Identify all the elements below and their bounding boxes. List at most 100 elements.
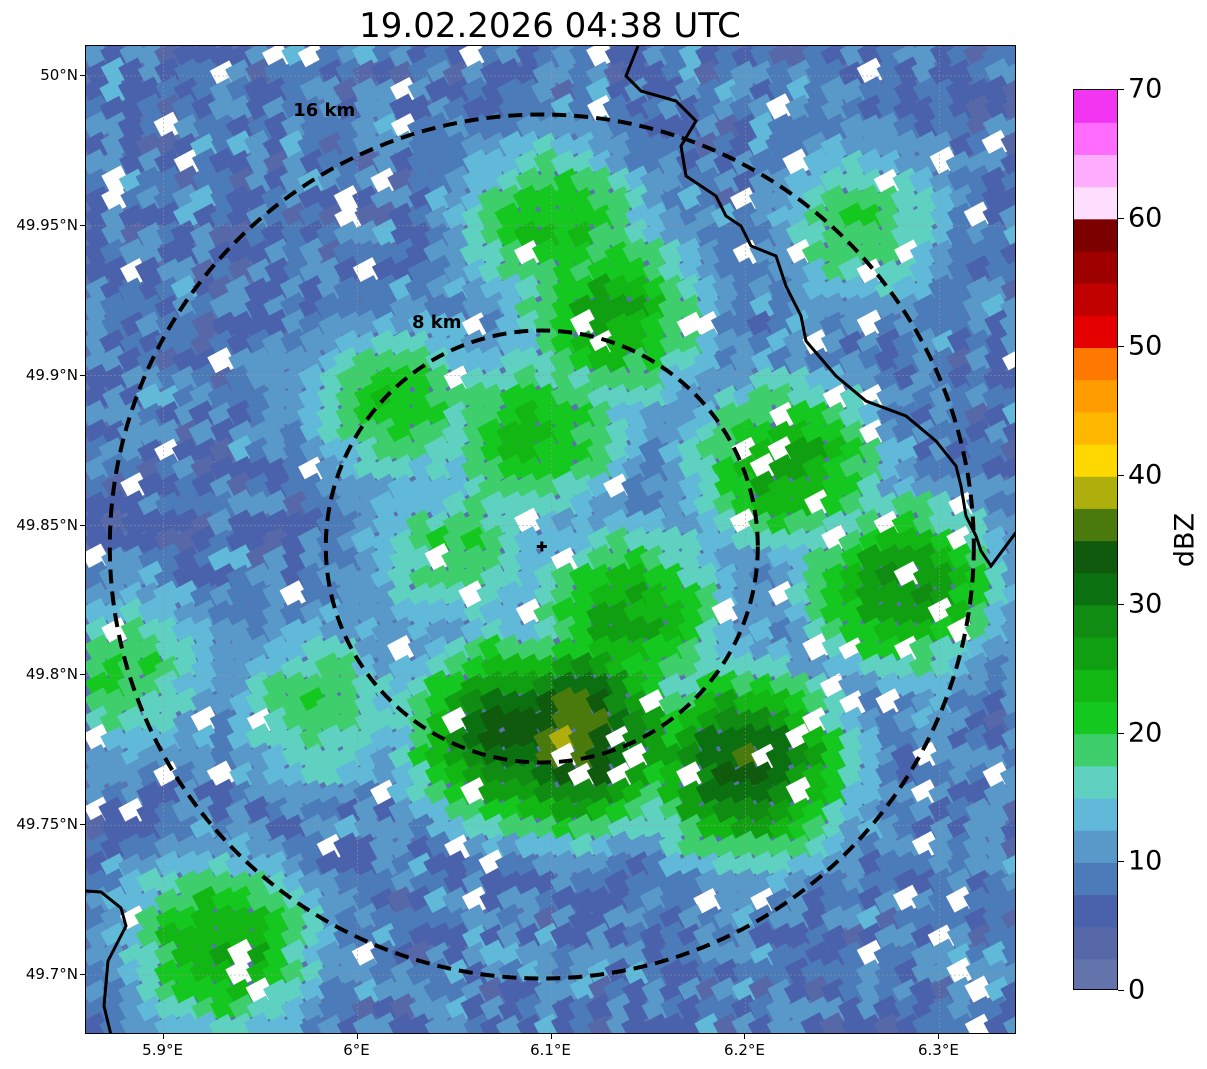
reflectivity-pixel bbox=[209, 204, 240, 235]
colorbar-tick-mark bbox=[1118, 475, 1124, 477]
reflectivity-pixel bbox=[965, 580, 996, 610]
reflectivity-pixel bbox=[262, 615, 292, 646]
reflectivity-pixel bbox=[532, 615, 563, 645]
reflectivity-pixel bbox=[1000, 128, 1015, 159]
reflectivity-pixel bbox=[839, 275, 870, 305]
reflectivity-pixel bbox=[873, 597, 904, 628]
longitude-tick-mark bbox=[356, 1034, 358, 1039]
reflectivity-pixel bbox=[478, 93, 509, 124]
reflectivity-pixel bbox=[315, 510, 346, 540]
reflectivity-pixel bbox=[928, 239, 959, 270]
reflectivity-pixel bbox=[225, 94, 256, 125]
reflectivity-pixel bbox=[351, 309, 382, 340]
reflectivity-pixel bbox=[1002, 94, 1015, 125]
reflectivity-pixel bbox=[749, 291, 780, 322]
reflectivity-pixel bbox=[765, 489, 796, 520]
reflectivity-pixel bbox=[443, 258, 474, 289]
reflectivity-pixel bbox=[856, 258, 887, 289]
reflectivity-pixel bbox=[191, 310, 222, 341]
reflectivity-pixel bbox=[785, 653, 816, 684]
reflectivity-pixel bbox=[263, 57, 294, 88]
reflectivity-pixel bbox=[945, 400, 976, 431]
reflectivity-pixel bbox=[442, 311, 473, 342]
reflectivity-pixel bbox=[281, 201, 312, 232]
reflectivity-pixel bbox=[964, 365, 995, 396]
reflectivity-pixel bbox=[153, 111, 184, 142]
reflectivity-pixel bbox=[353, 634, 384, 664]
reflectivity-pixel bbox=[947, 363, 978, 393]
reflectivity-pixel bbox=[513, 274, 544, 305]
colorbar-tick-mark bbox=[1118, 861, 1124, 863]
reflectivity-pixel bbox=[261, 436, 292, 467]
reflectivity-pixel bbox=[245, 686, 276, 717]
reflectivity-pixel bbox=[587, 400, 617, 431]
reflectivity-pixel bbox=[227, 310, 258, 341]
reflectivity-pixel bbox=[334, 329, 365, 360]
reflectivity-pixel bbox=[154, 400, 185, 431]
reflectivity-pixel bbox=[228, 167, 258, 197]
reflectivity-pixel bbox=[659, 416, 690, 447]
colorbar-segment bbox=[1074, 315, 1117, 349]
reflectivity-pixel bbox=[1001, 636, 1015, 667]
reflectivity-pixel bbox=[100, 726, 131, 756]
colorbar-tick-label: 30 bbox=[1128, 588, 1163, 620]
reflectivity-pixel bbox=[100, 526, 130, 557]
reflectivity-pixel bbox=[604, 526, 635, 557]
reflectivity-pixel bbox=[588, 311, 619, 342]
reflectivity-pixel bbox=[603, 274, 634, 305]
reflectivity-pixel bbox=[387, 671, 418, 702]
colorbar-segment bbox=[1074, 830, 1117, 863]
latitude-tick-mark bbox=[80, 74, 85, 76]
reflectivity-pixel bbox=[137, 471, 168, 502]
reflectivity-pixel bbox=[155, 75, 186, 106]
longitude-tick-label: 5.9°E bbox=[142, 1041, 183, 1059]
reflectivity-pixel bbox=[550, 506, 581, 537]
reflectivity-pixel bbox=[101, 219, 131, 249]
reflectivity-pixel bbox=[1000, 672, 1015, 703]
reflectivity-pixel bbox=[514, 130, 545, 161]
reflectivity-pixel bbox=[749, 452, 780, 483]
reflectivity-pixel bbox=[371, 597, 402, 627]
reflectivity-pixel bbox=[908, 634, 939, 665]
reflectivity-pixel bbox=[299, 416, 330, 447]
colorbar-segment bbox=[1074, 765, 1117, 799]
radar-map bbox=[85, 45, 1016, 1034]
colorbar-segment bbox=[1074, 218, 1117, 252]
reflectivity-pixel bbox=[714, 113, 745, 144]
reflectivity-pixel bbox=[551, 418, 581, 449]
reflectivity-pixel bbox=[299, 326, 329, 357]
reflectivity-pixel bbox=[552, 258, 583, 289]
reflectivity-pixel bbox=[659, 46, 690, 70]
reflectivity-pixel bbox=[875, 94, 906, 124]
reflectivity-pixel bbox=[496, 184, 526, 214]
reflectivity-pixel bbox=[424, 363, 455, 394]
reflectivity-pixel bbox=[550, 381, 581, 412]
reflectivity-pixel bbox=[640, 705, 671, 736]
longitude-tick-label: 6.2°E bbox=[724, 1041, 765, 1059]
reflectivity-pixel bbox=[890, 184, 921, 215]
reflectivity-pixel bbox=[984, 345, 1014, 376]
reflectivity-pixel bbox=[621, 46, 652, 70]
reflectivity-pixel bbox=[785, 94, 815, 125]
reflectivity-pixel bbox=[226, 399, 257, 430]
colorbar-segment bbox=[1074, 411, 1117, 445]
colorbar-segment bbox=[1074, 926, 1117, 960]
colorbar-tick-label: 10 bbox=[1128, 845, 1163, 877]
reflectivity-pixel bbox=[1001, 579, 1015, 610]
reflectivity-pixel bbox=[911, 345, 942, 376]
reflectivity-pixel bbox=[533, 561, 563, 591]
reflectivity-pixel bbox=[120, 616, 151, 646]
reflectivity-pixel bbox=[513, 220, 544, 251]
reflectivity-pixel bbox=[839, 130, 870, 161]
reflectivity-pixel bbox=[803, 524, 833, 555]
reflectivity-pixel bbox=[965, 94, 995, 124]
reflectivity-pixel bbox=[262, 383, 293, 413]
latitude-tick-label: 49.75°N bbox=[16, 815, 78, 834]
reflectivity-pixel bbox=[822, 435, 853, 466]
reflectivity-pixel bbox=[838, 330, 869, 361]
reflectivity-pixel bbox=[1000, 615, 1015, 646]
reflectivity-pixel bbox=[192, 203, 223, 233]
reflectivity-pixel bbox=[279, 274, 310, 305]
reflectivity-pixel bbox=[605, 581, 635, 612]
reflectivity-pixel bbox=[839, 113, 870, 143]
